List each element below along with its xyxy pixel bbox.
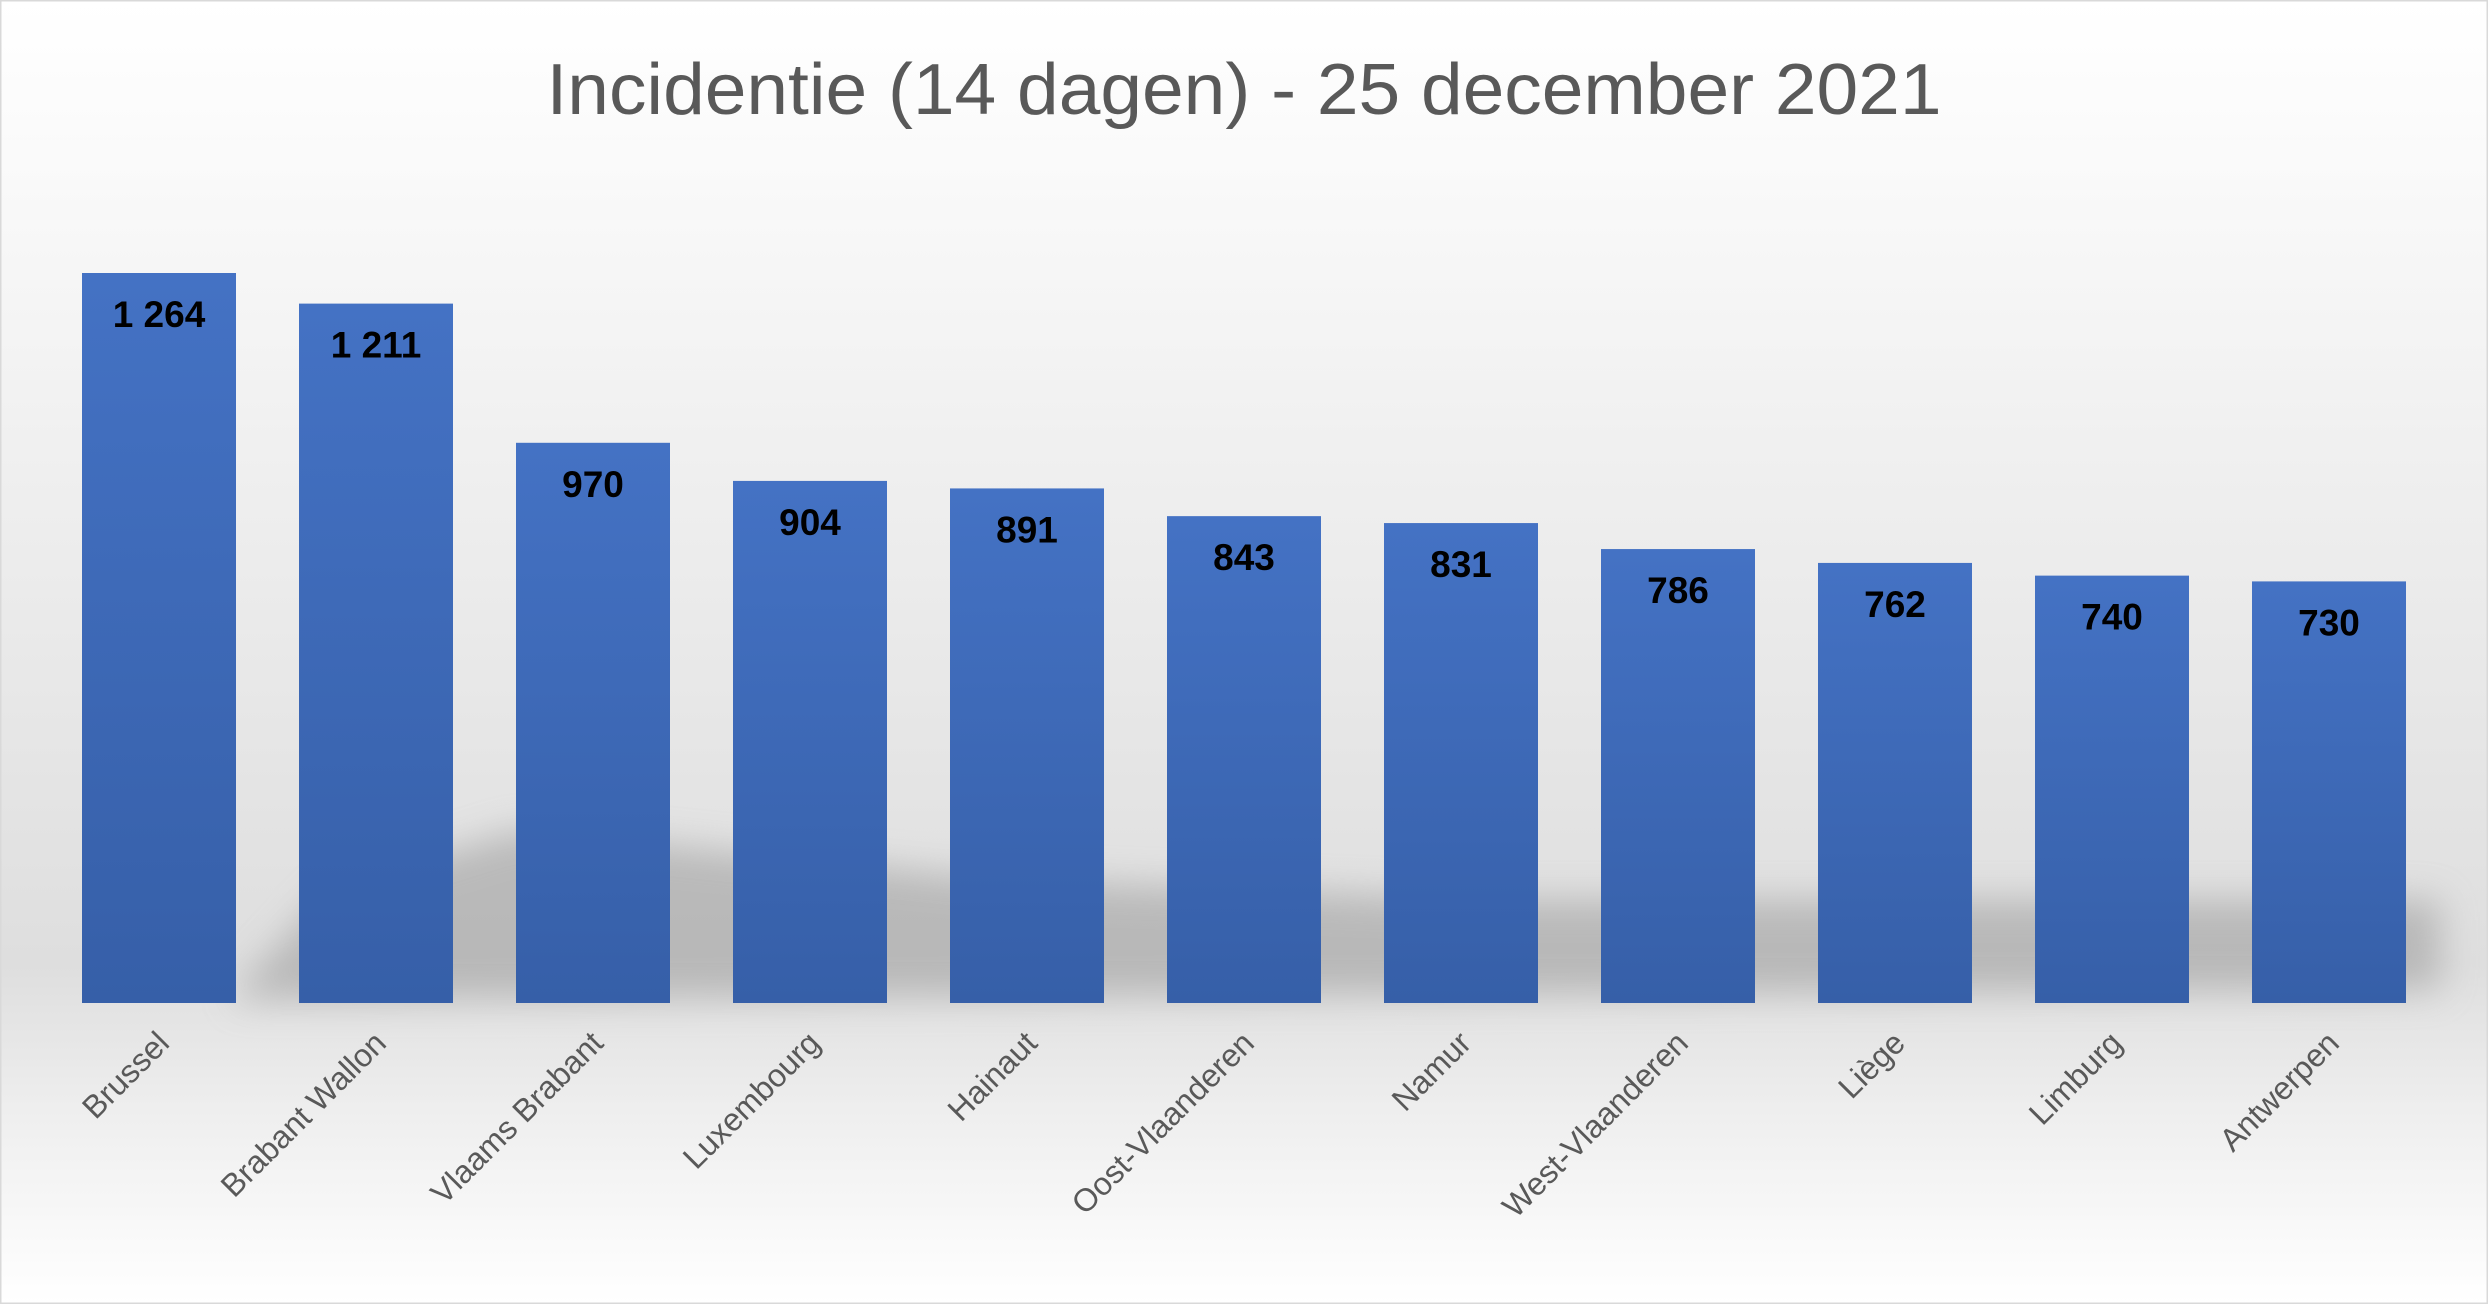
bar-5	[1167, 516, 1321, 1003]
bar-10	[2252, 581, 2406, 1003]
data-label: 904	[779, 502, 841, 543]
data-labels: 1 264 1 211 970 904 891 843 831 786 762 740 730	[113, 294, 2360, 643]
chart-title: Incidentie (14 dagen) - 25 december 2021	[547, 50, 1942, 130]
bars	[82, 273, 2406, 1004]
bar-0	[82, 273, 236, 1003]
data-label: 970	[562, 464, 624, 505]
data-label: 831	[1430, 544, 1492, 585]
data-label: 730	[2298, 602, 2360, 643]
data-label: 762	[1864, 584, 1926, 625]
bar-9	[2035, 575, 2189, 1003]
data-label: 740	[2081, 597, 2143, 638]
data-label: 1 264	[113, 294, 206, 335]
data-label: 786	[1647, 570, 1709, 611]
bar-6	[1384, 523, 1538, 1003]
data-label: 843	[1213, 537, 1275, 578]
bar-3	[733, 480, 887, 1004]
bar-4	[950, 488, 1104, 1003]
bar-1	[299, 303, 453, 1003]
data-label: 1 211	[331, 325, 422, 366]
bar-7	[1601, 549, 1755, 1003]
bar-8	[1818, 562, 1972, 1003]
data-label: 891	[996, 509, 1058, 550]
bar-2	[516, 442, 670, 1003]
